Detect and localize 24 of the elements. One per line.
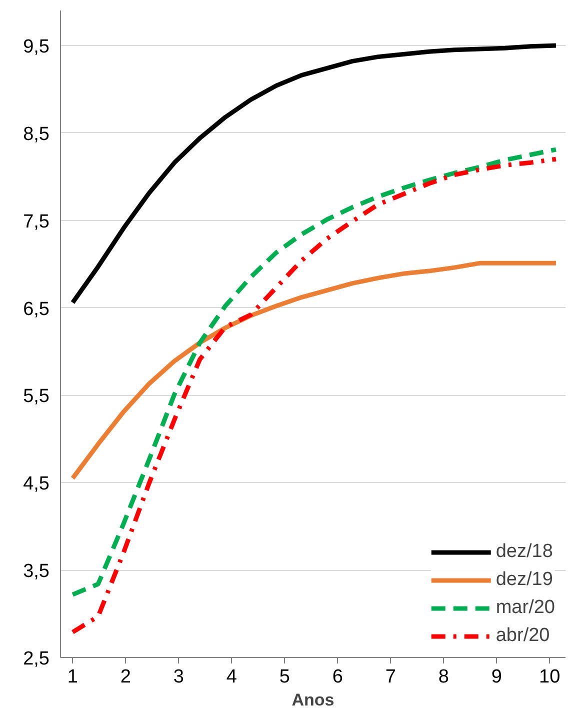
y-tick-label: 2,5 xyxy=(23,648,50,670)
y-tick-label: 3,5 xyxy=(23,561,50,582)
legend-label: dez/18 xyxy=(496,541,553,563)
y-tick-label: 7,5 xyxy=(23,211,50,232)
x-tick-label: 7 xyxy=(385,666,396,688)
x-tick-label: 4 xyxy=(226,666,238,688)
x-tick-label: 8 xyxy=(438,666,449,688)
x-tick-label: 10 xyxy=(539,666,560,688)
x-tick-label: 3 xyxy=(173,666,184,688)
x-tick-label: 5 xyxy=(279,666,290,688)
legend-label: mar/20 xyxy=(496,597,555,619)
y-tick-label: 9,5 xyxy=(23,36,50,58)
x-axis-title: Anos xyxy=(292,690,334,710)
y-tick-label: 5,5 xyxy=(23,386,50,408)
legend-label: abr/20 xyxy=(496,625,550,647)
y-tick-label: 8,5 xyxy=(23,124,50,145)
x-tick-label: 9 xyxy=(491,666,502,688)
x-tick-label: 2 xyxy=(120,666,131,688)
line-series xyxy=(70,43,558,305)
legend-label: dez/19 xyxy=(496,569,553,591)
y-tick-label: 6,5 xyxy=(23,298,50,320)
x-tick-label: 6 xyxy=(332,666,343,688)
y-tick-label: 4,5 xyxy=(23,474,50,495)
x-tick-label: 1 xyxy=(67,666,78,688)
